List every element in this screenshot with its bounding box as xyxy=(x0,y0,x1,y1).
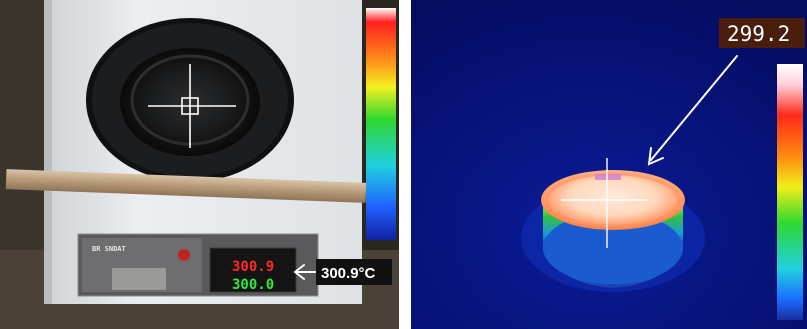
color-palette-strip xyxy=(366,8,396,240)
temperature-readout xyxy=(719,18,805,48)
thermal-view: 299.2 xyxy=(411,0,807,329)
color-palette-strip xyxy=(777,64,803,320)
controller-brand-label: BR SNDAT xyxy=(92,245,126,253)
furnace-illustration: BR SNDAT 300.9 300.0 300.9°C xyxy=(0,0,399,329)
temperature-callout xyxy=(316,259,392,285)
temperature-callout-text: 300.9°C xyxy=(321,265,376,282)
sv-display-value: 300.0 xyxy=(232,277,274,293)
thermal-image-panel: 299.2 xyxy=(411,0,807,329)
arrow-icon xyxy=(647,55,738,166)
crosshair-icon xyxy=(148,64,236,148)
pv-display-value: 300.9 xyxy=(232,259,274,275)
wooden-rod xyxy=(5,169,367,203)
arrow-icon xyxy=(293,264,319,280)
control-panel xyxy=(77,233,319,297)
left-photo-panel: BR SNDAT 300.9 300.0 300.9°C xyxy=(0,0,399,329)
crosshair-icon xyxy=(561,158,647,248)
temperature-readout-text: 299.2 xyxy=(727,22,790,46)
heated-object xyxy=(541,170,685,288)
